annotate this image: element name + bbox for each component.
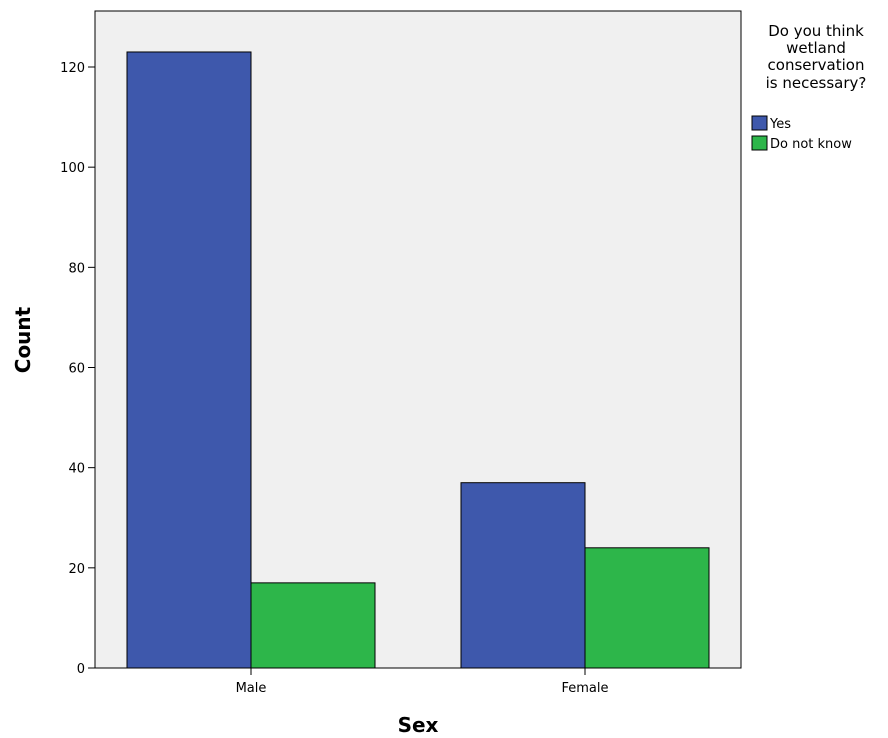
y-tick-label-60: 60 xyxy=(68,362,85,377)
x-axis-title: Sex xyxy=(398,713,439,737)
legend-title-line-4: is necessary? xyxy=(766,74,867,92)
legend-label-do-not-know: Do not know xyxy=(770,137,852,152)
legend-label-yes: Yes xyxy=(769,117,791,132)
y-tick-label-100: 100 xyxy=(60,161,85,176)
y-tick-label-0: 0 xyxy=(77,662,85,677)
bar-male-do-not-know xyxy=(250,582,376,669)
legend: Do you think wetland conservation is nec… xyxy=(751,22,867,152)
x-tick-label-male: Male xyxy=(236,681,267,696)
axis-layer: 0 20 40 60 80 100 120 Male Female xyxy=(60,61,608,696)
y-tick-label-40: 40 xyxy=(68,462,85,477)
legend-swatch-yes xyxy=(751,115,768,131)
legend-title-line-1: Do you think xyxy=(768,22,864,40)
legend-title-line-3: conservation xyxy=(768,56,865,74)
legend-swatch-do-not-know xyxy=(751,135,768,151)
bar-female-do-not-know xyxy=(584,547,710,669)
y-axis-title: Count xyxy=(11,306,35,373)
y-tick-label-20: 20 xyxy=(68,562,85,577)
legend-title-line-2: wetland xyxy=(786,39,846,57)
y-tick-label-120: 120 xyxy=(60,61,85,76)
bars-layer xyxy=(126,51,710,669)
bar-male-yes xyxy=(126,51,252,669)
x-tick-label-female: Female xyxy=(561,681,608,696)
bar-female-yes xyxy=(460,482,586,669)
y-tick-label-80: 80 xyxy=(68,261,85,276)
